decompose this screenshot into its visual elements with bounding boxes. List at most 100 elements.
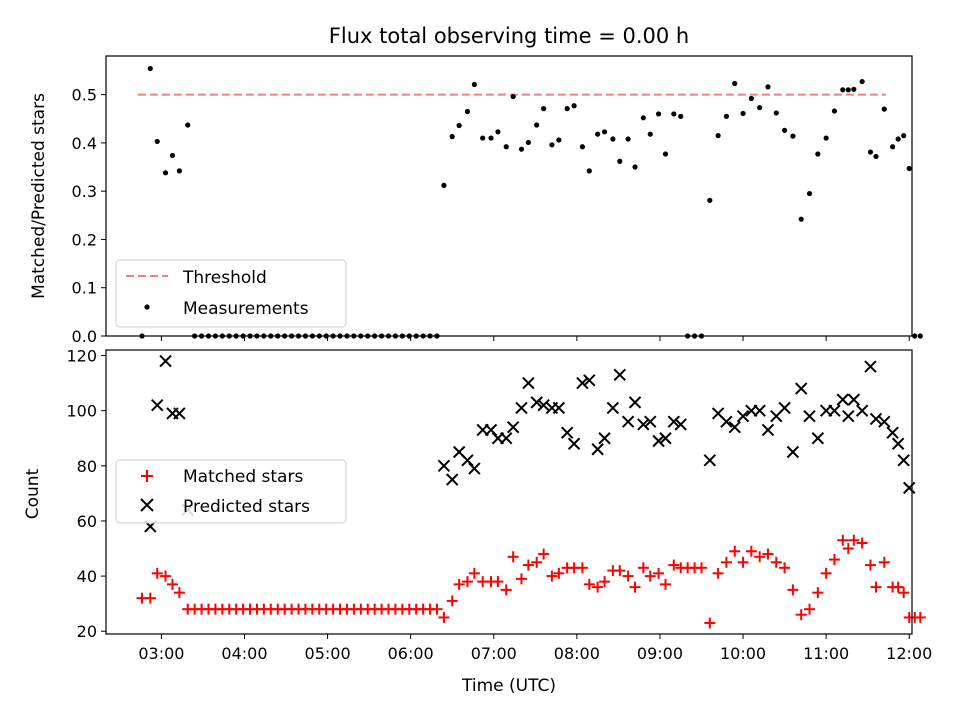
measurement-point — [917, 333, 923, 339]
matched-star-marker — [659, 578, 671, 590]
matched-star-marker — [446, 595, 458, 607]
matched-star-marker — [576, 562, 588, 574]
measurement-point — [586, 168, 592, 174]
predicted-star-marker — [628, 396, 642, 409]
measurement-point — [488, 135, 494, 141]
predicted-star-marker — [621, 415, 635, 428]
measurement-point — [723, 113, 730, 119]
measurement-point — [534, 122, 540, 128]
measurement-point — [732, 80, 738, 87]
bottom-x-ticks: 03:00 04:00 05:00 06:00 07:00 08:00 09:00 10:00… — [138, 634, 932, 663]
matched-star-marker — [848, 534, 860, 546]
measurement-point — [823, 135, 829, 141]
measurement-point — [748, 95, 754, 102]
matched-star-marker — [531, 556, 543, 568]
predicted-star-marker — [811, 432, 825, 445]
predicted-legend-marker — [140, 498, 154, 512]
measurement-point — [449, 134, 455, 140]
x-tick-label: 04:00 — [221, 644, 267, 663]
measurement-point — [881, 106, 887, 112]
matched-star-marker — [500, 584, 512, 596]
measurement-point — [185, 122, 191, 128]
predicted-star-marker — [522, 376, 535, 390]
measurement-point — [873, 153, 879, 160]
y-tick-label: 100 — [66, 402, 97, 421]
matched-star-marker — [507, 551, 519, 563]
predicted-star-marker — [644, 415, 657, 428]
measurement-point — [625, 136, 631, 142]
matched-star-marker — [461, 576, 473, 588]
matched-star-marker — [704, 617, 716, 629]
predicted-star-marker — [667, 415, 681, 428]
matched-star-marker — [629, 581, 641, 593]
measurement-point — [647, 131, 653, 137]
measurement-point — [162, 170, 169, 176]
y-tick-label: 0.1 — [72, 279, 97, 298]
measurement-point — [678, 113, 684, 119]
matched-star-marker — [754, 551, 766, 563]
predicted-star-marker — [842, 409, 855, 423]
measurement-point — [757, 105, 763, 111]
x-axis-label: Time (UTC) — [461, 676, 556, 696]
y-tick-label: 0.3 — [72, 182, 97, 201]
x-tick-label: 12:00 — [886, 644, 932, 663]
predicted-star-marker — [891, 437, 905, 450]
predicted-star-marker — [530, 396, 543, 409]
predicted-star-marker — [567, 437, 581, 450]
matched-star-marker — [553, 567, 565, 579]
matched-star-marker — [787, 584, 799, 596]
matched-star-marker — [695, 562, 707, 574]
matched-star-marker — [712, 567, 724, 579]
measurement-point — [464, 108, 471, 115]
predicted-star-marker — [736, 409, 750, 423]
matched-star-marker — [431, 603, 443, 615]
measurement-point — [595, 131, 601, 137]
predicted-star-marker — [159, 354, 172, 368]
measurement-point — [906, 165, 912, 172]
top-panel: Matched/Predicted stars 0.00.10.20.30.40… — [29, 55, 923, 346]
bottom-plot-area — [136, 354, 926, 629]
predicted-star-marker — [552, 401, 566, 415]
measurement-point — [556, 137, 562, 143]
legend-matched-label: Matched stars — [183, 467, 303, 487]
matched-star-marker — [762, 548, 774, 560]
measurement-point — [851, 86, 857, 92]
measurement-point — [632, 164, 638, 170]
measurement-point — [671, 111, 677, 117]
measurement-point — [806, 190, 813, 197]
predicted-star-marker — [446, 473, 459, 486]
measurement-point — [601, 129, 608, 135]
matched-star-marker — [160, 570, 172, 582]
matched-star-marker — [745, 545, 757, 557]
top-legend: Threshold Measurements — [115, 259, 347, 328]
y-tick-label: 0.5 — [72, 86, 97, 105]
matched-star-marker — [779, 562, 791, 574]
x-tick-label: 09:00 — [637, 644, 683, 663]
predicted-star-marker — [847, 393, 861, 406]
legend-measurements-label: Measurements — [183, 299, 309, 319]
y-tick-label: 20 — [77, 622, 97, 641]
predicted-star-marker — [613, 368, 626, 382]
measurement-point — [147, 65, 153, 72]
predicted-star-marker — [437, 459, 451, 473]
matched-star-marker — [804, 603, 816, 615]
matched-star-marker — [622, 570, 634, 582]
matched-star-marker — [914, 611, 926, 623]
predicted-star-marker — [897, 454, 910, 467]
matched-star-marker — [614, 565, 626, 577]
predicted-star-marker — [606, 401, 620, 415]
predicted-star-marker — [836, 393, 849, 406]
matched-star-marker — [737, 556, 749, 568]
predicted-star-marker — [173, 407, 186, 420]
x-tick-label: 05:00 — [305, 644, 351, 663]
predicted-star-marker — [506, 420, 520, 434]
matched-star-marker — [898, 587, 910, 599]
measurement-point — [840, 87, 846, 93]
predicted-star-marker — [886, 426, 899, 439]
measurement-point — [890, 144, 896, 150]
matched-star-marker — [637, 562, 649, 574]
matched-star-marker — [151, 567, 163, 579]
predicted-star-marker — [855, 404, 869, 417]
x-tick-label: 08:00 — [554, 644, 600, 663]
predicted-star-marker — [878, 415, 891, 428]
